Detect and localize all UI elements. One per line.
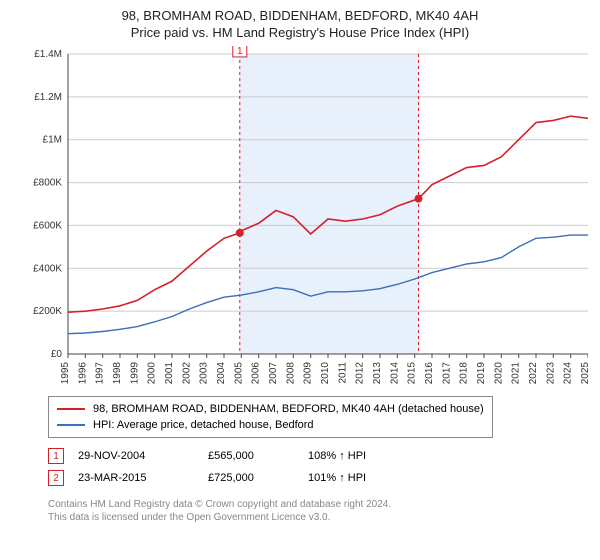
note-row: 1 29-NOV-2004£565,000108% ↑ HPI	[48, 448, 588, 464]
svg-text:2001: 2001	[164, 362, 175, 385]
svg-text:£200K: £200K	[33, 306, 62, 317]
note-hpi: 101% ↑ HPI	[308, 472, 366, 484]
svg-text:£1M: £1M	[43, 135, 62, 146]
svg-text:£1.4M: £1.4M	[34, 49, 62, 60]
svg-text:2002: 2002	[181, 362, 192, 385]
note-price: £565,000	[208, 450, 308, 462]
legend-label: 98, BROMHAM ROAD, BIDDENHAM, BEDFORD, MK…	[93, 403, 484, 415]
svg-text:1995: 1995	[60, 362, 71, 385]
note-hpi: 108% ↑ HPI	[308, 450, 366, 462]
line-chart-svg: £0 £200K £400K £600K £800K £1M £1.2M £1.4M 1995 1…	[24, 46, 588, 386]
plot-area: £0 £200K £400K £600K £800K £1M £1.2M £1.4M 1995 1…	[24, 46, 588, 386]
svg-text:2007: 2007	[268, 362, 279, 385]
note-price: £725,000	[208, 472, 308, 484]
svg-text:2022: 2022	[528, 362, 539, 385]
chart-titles: 98, BROMHAM ROAD, BIDDENHAM, BEDFORD, MK…	[12, 8, 588, 46]
svg-text:2003: 2003	[199, 362, 210, 385]
svg-text:2014: 2014	[389, 362, 400, 385]
svg-text:2025: 2025	[580, 362, 588, 385]
svg-text:2021: 2021	[511, 362, 522, 385]
chart-container: 98, BROMHAM ROAD, BIDDENHAM, BEDFORD, MK…	[0, 0, 600, 560]
svg-text:2017: 2017	[441, 362, 452, 385]
svg-text:2005: 2005	[233, 362, 244, 385]
svg-text:2023: 2023	[545, 362, 556, 385]
transaction-notes: 1 29-NOV-2004£565,000108% ↑ HPI 2 23-MAR-20…	[48, 448, 588, 492]
legend-swatch	[57, 424, 85, 426]
svg-text:2013: 2013	[372, 362, 383, 385]
legend-box: 98, BROMHAM ROAD, BIDDENHAM, BEDFORD, MK…	[48, 396, 493, 438]
svg-text:1997: 1997	[95, 362, 106, 385]
title-line-2: Price paid vs. HM Land Registry's House …	[12, 25, 588, 40]
note-row: 2 23-MAR-2015£725,000101% ↑ HPI	[48, 470, 588, 486]
legend-label: HPI: Average price, detached house, Bedf…	[93, 419, 314, 431]
svg-text:1999: 1999	[129, 362, 140, 385]
svg-text:2020: 2020	[493, 362, 504, 385]
note-number-box: 2	[48, 470, 64, 486]
title-line-1: 98, BROMHAM ROAD, BIDDENHAM, BEDFORD, MK…	[12, 8, 588, 23]
svg-text:2008: 2008	[285, 362, 296, 385]
svg-text:2012: 2012	[355, 362, 366, 385]
svg-text:£600K: £600K	[33, 220, 62, 231]
svg-text:2000: 2000	[147, 362, 158, 385]
svg-text:2010: 2010	[320, 362, 331, 385]
note-date: 29-NOV-2004	[78, 450, 208, 462]
footer-attribution: Contains HM Land Registry data © Crown c…	[48, 498, 588, 524]
svg-text:2024: 2024	[563, 362, 574, 385]
svg-text:£400K: £400K	[33, 263, 62, 274]
footer-line-2: This data is licensed under the Open Gov…	[48, 511, 588, 524]
legend-row: 98, BROMHAM ROAD, BIDDENHAM, BEDFORD, MK…	[57, 401, 484, 417]
svg-text:£0: £0	[51, 349, 63, 360]
svg-text:1996: 1996	[77, 362, 88, 385]
svg-text:2015: 2015	[407, 362, 418, 385]
svg-text:2011: 2011	[337, 362, 348, 384]
svg-text:2006: 2006	[251, 362, 262, 385]
svg-text:2009: 2009	[303, 362, 314, 385]
svg-text:2018: 2018	[459, 362, 470, 385]
svg-text:2004: 2004	[216, 362, 227, 385]
svg-text:1998: 1998	[112, 362, 123, 385]
svg-text:2019: 2019	[476, 362, 487, 385]
svg-text:£800K: £800K	[33, 178, 62, 189]
legend-swatch	[57, 408, 85, 410]
note-date: 23-MAR-2015	[78, 472, 208, 484]
svg-text:£1.2M: £1.2M	[34, 92, 62, 103]
svg-text:2016: 2016	[424, 362, 435, 385]
note-number-box: 1	[48, 448, 64, 464]
footer-line-1: Contains HM Land Registry data © Crown c…	[48, 498, 588, 511]
legend-row: HPI: Average price, detached house, Bedf…	[57, 417, 484, 433]
svg-text:1: 1	[237, 46, 243, 57]
